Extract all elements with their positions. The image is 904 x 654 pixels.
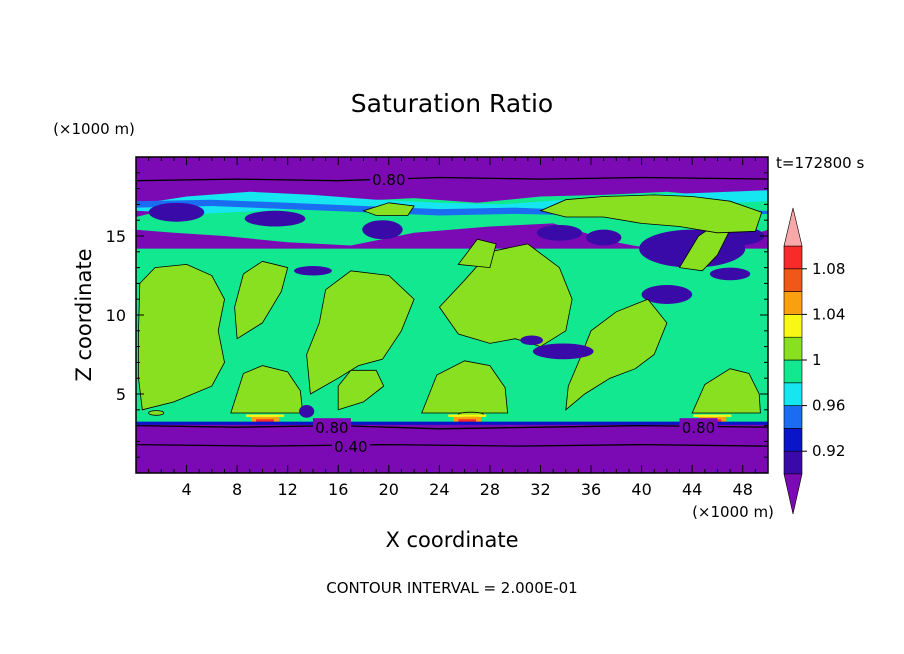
contour-line <box>136 424 768 430</box>
dry-slot <box>299 405 315 418</box>
x-tick-label: 24 <box>429 480 449 499</box>
x-tick-label: 44 <box>682 480 702 499</box>
contour-line <box>136 443 768 447</box>
y-tick-label: 5 <box>116 385 126 404</box>
colorbar-label: 0.96 <box>812 397 845 415</box>
y-unit-label: (×1000 m) <box>53 120 135 138</box>
updraft-core <box>448 414 487 417</box>
x-tick-label: 40 <box>631 480 651 499</box>
supersat-patch <box>148 410 165 416</box>
contour-label-bg <box>679 418 718 436</box>
dry-pocket <box>709 267 751 281</box>
contour-label-bg <box>369 170 408 188</box>
colorbar: 1.08 1.04 1 0.96 0.92 <box>783 207 845 515</box>
supersat-patch <box>234 260 289 340</box>
colorbar-segment <box>783 450 803 475</box>
colorbar-label: 1 <box>812 351 822 369</box>
updraft-core <box>458 419 477 423</box>
contour-label: 0.80 <box>682 419 715 437</box>
subsaturated-bottom <box>136 423 768 473</box>
colorbar-segment <box>783 245 803 270</box>
x-tick-label: 4 <box>181 480 191 499</box>
contour-label: 0.80 <box>315 419 348 437</box>
updraft-core <box>256 419 274 423</box>
contour-label-bg <box>312 418 351 436</box>
dry-pocket <box>585 229 622 246</box>
x-axis-label: X coordinate <box>385 528 518 552</box>
supersat-patch <box>539 194 763 234</box>
supersat-patch <box>691 368 761 414</box>
colorbar-segment <box>783 291 803 315</box>
time-label: t=172800 s <box>776 154 864 172</box>
x-tick-label: 20 <box>379 480 399 499</box>
colorbar-segment <box>783 382 803 406</box>
supersat-patch <box>306 270 415 395</box>
dry-pocket <box>294 266 332 276</box>
x-unit-label: (×1000 m) <box>692 503 774 521</box>
contour-label: 0.80 <box>372 171 405 189</box>
x-tick-label: 32 <box>530 480 550 499</box>
colorbar-segment <box>783 428 803 452</box>
x-tick-label: 48 <box>733 480 753 499</box>
supersat-patch <box>362 202 415 216</box>
supersat-patch <box>565 298 668 411</box>
colorbar-segment <box>783 359 803 384</box>
supersat-patch <box>457 238 497 269</box>
x-tick-label: 36 <box>581 480 601 499</box>
x-tick-label: 12 <box>278 480 298 499</box>
contour-line <box>136 176 768 182</box>
colorbar-label: 1.04 <box>812 305 845 323</box>
dry-pocket <box>244 210 306 227</box>
contour-label-bg <box>331 437 370 455</box>
colorbar-segment <box>783 336 803 361</box>
updraft-core <box>245 414 284 417</box>
y-tick-label: 10 <box>106 306 126 325</box>
colorbar-over-arrow <box>783 207 803 247</box>
dry-pocket <box>362 220 403 240</box>
dry-pocket <box>641 284 693 304</box>
colorbar-label: 1.08 <box>812 260 845 278</box>
contour-interval-footer: CONTOUR INTERVAL = 2.000E-01 <box>326 579 577 597</box>
x-tick-label: 28 <box>480 480 500 499</box>
supersat-patch <box>421 360 509 414</box>
y-axis-label: Z coordinate <box>72 248 96 381</box>
updraft-core <box>693 414 732 417</box>
saturation-field: 0.800.80 0.800.40 <box>136 157 768 473</box>
dry-slot <box>520 335 544 346</box>
colorbar-label: 0.92 <box>812 442 845 460</box>
dry-slot <box>532 343 594 360</box>
colorbar-segment <box>783 405 803 429</box>
contour-label: 0.40 <box>334 438 367 456</box>
x-tick-label: 8 <box>232 480 242 499</box>
chart-title: Saturation Ratio <box>351 89 553 118</box>
dry-pocket <box>148 202 205 222</box>
y-tick-label: 15 <box>106 227 126 246</box>
colorbar-segment <box>783 268 803 292</box>
dry-pocket <box>536 224 583 241</box>
colorbar-under-arrow <box>783 473 803 515</box>
base-transition <box>136 421 768 425</box>
colorbar-segment <box>783 314 803 338</box>
x-tick-label: 16 <box>328 480 348 499</box>
supersat-patch <box>337 369 385 411</box>
